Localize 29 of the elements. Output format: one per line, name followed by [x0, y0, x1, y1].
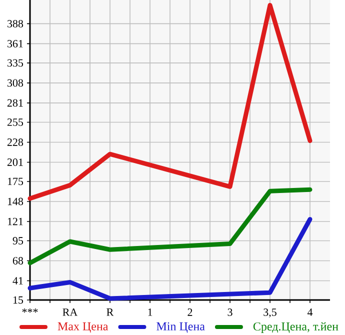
y-tick-label: 121 [8, 218, 23, 226]
line-series [28, 187, 312, 266]
y-tick-label: 388 [8, 20, 24, 28]
x-tick-label: 3 [228, 308, 232, 316]
y-tick-label: 95 [12, 237, 24, 244]
legend-label: Сред.Цена, т.йен [253, 322, 338, 333]
y-tick-label: 148 [8, 198, 24, 206]
line-series [28, 2, 312, 201]
legend-label: Max Цена [58, 322, 108, 333]
y-tick-label: 361 [8, 40, 23, 48]
x-tick-label: R [106, 308, 114, 316]
x-tick-label: 3,5 [264, 308, 276, 318]
x-tick-label: 1 [148, 308, 152, 316]
y-tick-label: 68 [12, 257, 24, 264]
y-tick-label: 15 [13, 296, 24, 304]
x-tick-label: 4 [307, 308, 313, 316]
x-tick-label: 2 [188, 308, 192, 316]
x-tick-label: RA [62, 308, 78, 316]
line-series [28, 217, 312, 301]
legend-label: Min Цена [156, 322, 205, 333]
x-tick-label: *** [22, 308, 38, 313]
y-tick-label: 41 [12, 277, 23, 284]
y-tick-label: 175 [8, 178, 24, 186]
y-tick-label: 228 [7, 138, 24, 146]
y-tick-label: 255 [7, 118, 24, 126]
y-tick-label: 201 [7, 158, 23, 166]
y-tick-label: 308 [8, 79, 24, 87]
y-tick-label: 335 [8, 59, 24, 67]
y-tick-label: 281 [7, 99, 23, 107]
